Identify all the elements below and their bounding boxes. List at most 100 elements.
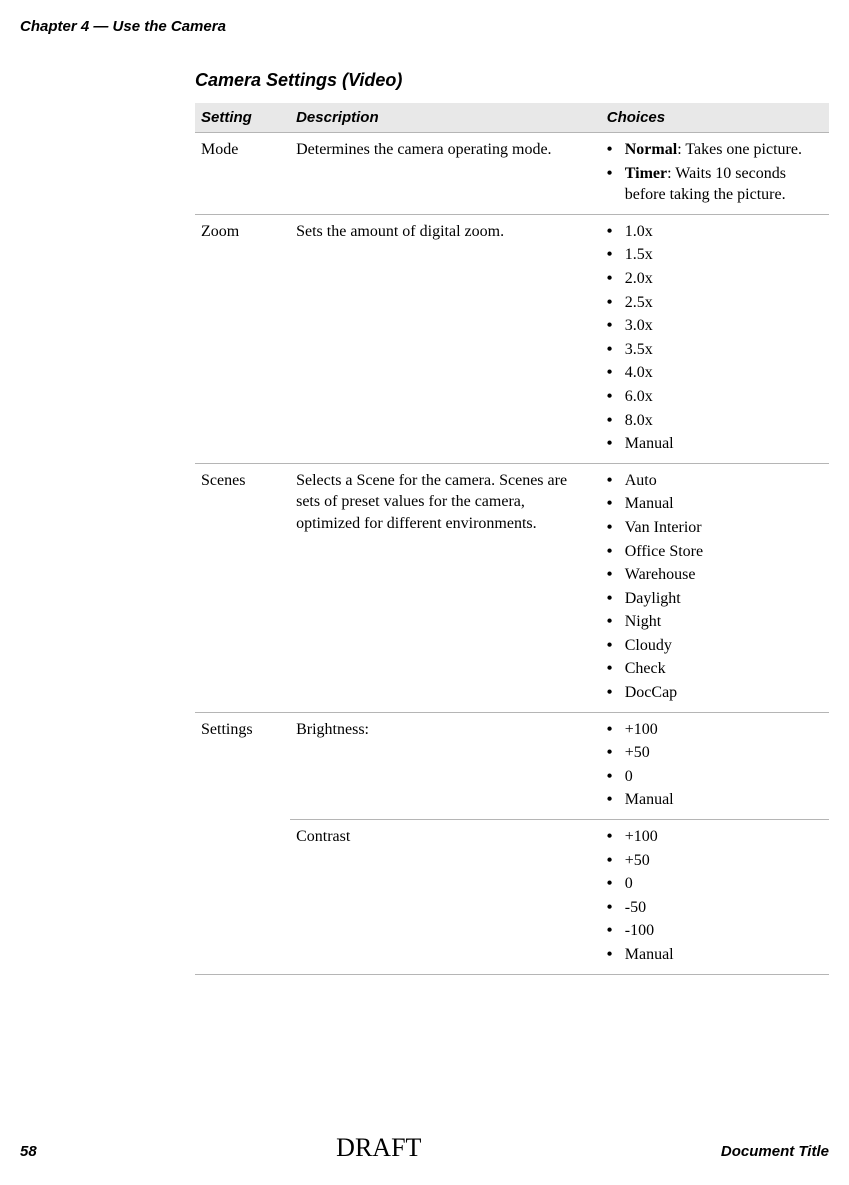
- bullet-icon: •: [607, 826, 625, 848]
- bullet-icon: •: [607, 682, 625, 704]
- cell-description: Brightness:: [290, 712, 601, 819]
- list-item: •+50: [607, 742, 819, 764]
- list-item: •8.0x: [607, 410, 819, 432]
- choice-bold: Normal: [625, 141, 677, 158]
- list-item: •Van Interior: [607, 517, 819, 539]
- cell-choices: •+100 •+50 •0 •Manual: [601, 712, 829, 819]
- choice-text: Office Store: [625, 541, 819, 563]
- bullet-icon: •: [607, 470, 625, 492]
- bullet-icon: •: [607, 221, 625, 243]
- table-row: Scenes Selects a Scene for the camera. S…: [195, 463, 829, 712]
- bullet-icon: •: [607, 789, 625, 811]
- bullet-icon: •: [607, 292, 625, 314]
- cell-choices: • Normal: Takes one picture. • Timer: Wa…: [601, 133, 829, 215]
- choice-text: 8.0x: [625, 410, 819, 432]
- list-item: •4.0x: [607, 362, 819, 384]
- choice-text: Cloudy: [625, 635, 819, 657]
- list-item: •2.0x: [607, 268, 819, 290]
- table-row: Contrast •+100 •+50 •0 •-50 •-100 •Manua…: [195, 820, 829, 975]
- bullet-icon: •: [607, 493, 625, 515]
- choice-rest: : Takes one picture.: [677, 141, 802, 158]
- choice-text: Van Interior: [625, 517, 819, 539]
- cell-description: Sets the amount of digital zoom.: [290, 214, 601, 463]
- list-item: • Normal: Takes one picture.: [607, 139, 819, 161]
- section-title: Camera Settings (Video): [195, 70, 829, 91]
- bullet-icon: •: [607, 588, 625, 610]
- choice-text: DocCap: [625, 682, 819, 704]
- list-item: •Daylight: [607, 588, 819, 610]
- bullet-icon: •: [607, 742, 625, 764]
- list-item: •1.0x: [607, 221, 819, 243]
- bullet-icon: •: [607, 315, 625, 337]
- cell-setting: Zoom: [195, 214, 290, 463]
- cell-setting: Settings: [195, 712, 290, 819]
- cell-setting: [195, 820, 290, 975]
- col-header-choices: Choices: [601, 103, 829, 133]
- draft-watermark: DRAFT: [336, 1133, 421, 1163]
- choice-text: 2.5x: [625, 292, 819, 314]
- choice-text: Daylight: [625, 588, 819, 610]
- list-item: •DocCap: [607, 682, 819, 704]
- col-header-setting: Setting: [195, 103, 290, 133]
- choice-text: Manual: [625, 944, 819, 966]
- table-header-row: Setting Description Choices: [195, 103, 829, 133]
- list-item: •Warehouse: [607, 564, 819, 586]
- bullet-icon: •: [607, 897, 625, 919]
- bullet-icon: •: [607, 268, 625, 290]
- choice-text: Check: [625, 658, 819, 680]
- bullet-icon: •: [607, 611, 625, 633]
- cell-description: Contrast: [290, 820, 601, 975]
- list-item: •Manual: [607, 493, 819, 515]
- choice-text: 6.0x: [625, 386, 819, 408]
- list-item: •Manual: [607, 944, 819, 966]
- list-item: •0: [607, 766, 819, 788]
- cell-description: Selects a Scene for the camera. Scenes a…: [290, 463, 601, 712]
- list-item: •Office Store: [607, 541, 819, 563]
- cell-setting: Mode: [195, 133, 290, 215]
- bullet-icon: •: [607, 386, 625, 408]
- bullet-icon: •: [607, 339, 625, 361]
- list-item: •2.5x: [607, 292, 819, 314]
- cell-description: Determines the camera operating mode.: [290, 133, 601, 215]
- choice-text: Warehouse: [625, 564, 819, 586]
- choice-text: 0: [625, 873, 819, 895]
- list-item: •1.5x: [607, 244, 819, 266]
- list-item: •+100: [607, 719, 819, 741]
- list-item: •Check: [607, 658, 819, 680]
- bullet-icon: •: [607, 944, 625, 966]
- choice-text: -50: [625, 897, 819, 919]
- bullet-icon: •: [607, 564, 625, 586]
- choice-text: Manual: [625, 789, 819, 811]
- table-row: Zoom Sets the amount of digital zoom. •1…: [195, 214, 829, 463]
- list-item: •6.0x: [607, 386, 819, 408]
- table-row: Settings Brightness: •+100 •+50 •0 •Manu…: [195, 712, 829, 819]
- document-title: Document Title: [721, 1143, 829, 1160]
- chapter-header: Chapter 4 — Use the Camera: [20, 18, 829, 35]
- content-area: Camera Settings (Video) Setting Descript…: [195, 70, 829, 975]
- bullet-icon: •: [607, 658, 625, 680]
- choice-text: +100: [625, 826, 819, 848]
- bullet-icon: •: [607, 766, 625, 788]
- bullet-icon: •: [607, 362, 625, 384]
- list-item: •Auto: [607, 470, 819, 492]
- col-header-description: Description: [290, 103, 601, 133]
- bullet-icon: •: [607, 517, 625, 539]
- choice-text: 2.0x: [625, 268, 819, 290]
- choice-text: 1.5x: [625, 244, 819, 266]
- list-item: •-50: [607, 897, 819, 919]
- page-footer: 58 DRAFT Document Title: [20, 1133, 829, 1163]
- list-item: •-100: [607, 920, 819, 942]
- cell-choices: •+100 •+50 •0 •-50 •-100 •Manual: [601, 820, 829, 975]
- choice-text: Night: [625, 611, 819, 633]
- choice-text: Manual: [625, 433, 819, 455]
- choice-text: 4.0x: [625, 362, 819, 384]
- list-item: •Manual: [607, 789, 819, 811]
- bullet-icon: •: [607, 541, 625, 563]
- choice-text: Auto: [625, 470, 819, 492]
- choice-text: 3.0x: [625, 315, 819, 337]
- list-item: •0: [607, 873, 819, 895]
- table-row: Mode Determines the camera operating mod…: [195, 133, 829, 215]
- choice-text: 3.5x: [625, 339, 819, 361]
- list-item: •Manual: [607, 433, 819, 455]
- bullet-icon: •: [607, 635, 625, 657]
